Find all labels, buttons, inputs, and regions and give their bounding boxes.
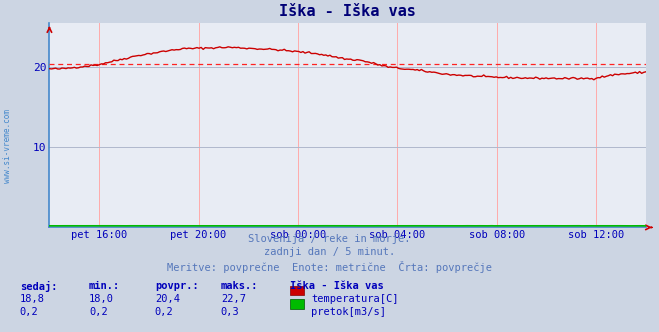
Text: 18,8: 18,8 bbox=[20, 294, 45, 304]
Text: Slovenija / reke in morje.: Slovenija / reke in morje. bbox=[248, 234, 411, 244]
Text: 20,4: 20,4 bbox=[155, 294, 180, 304]
Text: sedaj:: sedaj: bbox=[20, 281, 57, 291]
Text: Iška - Iška vas: Iška - Iška vas bbox=[290, 281, 384, 290]
Text: www.si-vreme.com: www.si-vreme.com bbox=[3, 109, 13, 183]
Title: Iška - Iška vas: Iška - Iška vas bbox=[279, 4, 416, 19]
Text: 22,7: 22,7 bbox=[221, 294, 246, 304]
Text: 0,2: 0,2 bbox=[89, 307, 107, 317]
Text: 18,0: 18,0 bbox=[89, 294, 114, 304]
Text: Meritve: povprečne  Enote: metrične  Črta: povprečje: Meritve: povprečne Enote: metrične Črta:… bbox=[167, 261, 492, 273]
Text: 0,2: 0,2 bbox=[20, 307, 38, 317]
Text: 0,3: 0,3 bbox=[221, 307, 239, 317]
Text: povpr.:: povpr.: bbox=[155, 281, 198, 290]
Text: temperatura[C]: temperatura[C] bbox=[311, 294, 399, 304]
Text: 0,2: 0,2 bbox=[155, 307, 173, 317]
Text: min.:: min.: bbox=[89, 281, 120, 290]
Text: maks.:: maks.: bbox=[221, 281, 258, 290]
Text: pretok[m3/s]: pretok[m3/s] bbox=[311, 307, 386, 317]
Text: zadnji dan / 5 minut.: zadnji dan / 5 minut. bbox=[264, 247, 395, 257]
